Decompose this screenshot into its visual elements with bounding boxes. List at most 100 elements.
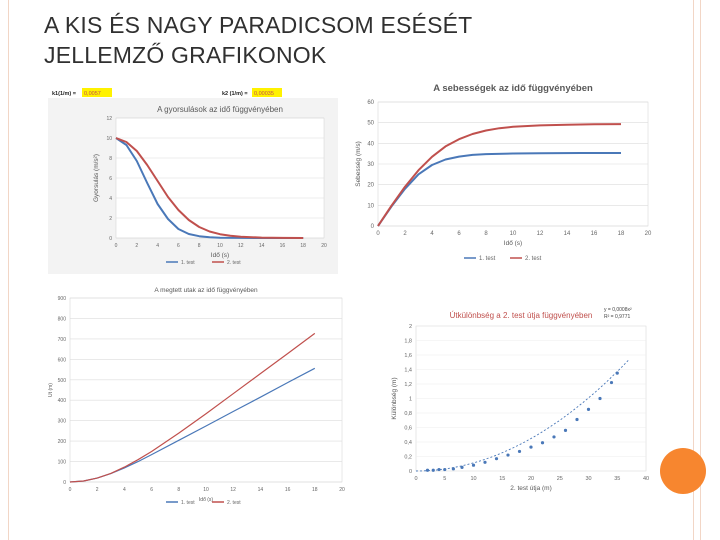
- data-point: [460, 465, 464, 469]
- y-axis-label: Út (m): [48, 383, 54, 397]
- y-tick-label: 0: [409, 469, 412, 475]
- trendline-equation: y = 0,0008x²: [604, 307, 632, 313]
- data-point: [425, 468, 430, 472]
- data-point: [506, 453, 510, 457]
- trendline: [415, 359, 630, 472]
- x-tick-label: 35: [614, 476, 620, 482]
- x-tick-label: 20: [645, 231, 652, 237]
- y-tick-label: 50: [367, 121, 374, 127]
- x-tick-label: 12: [238, 243, 244, 249]
- y-tick-label: 1: [409, 397, 412, 403]
- data-point: [431, 468, 435, 472]
- y-tick-label: 900: [58, 296, 67, 302]
- x-tick-label: 6: [150, 487, 153, 493]
- x-axis-label: Idő (s): [199, 497, 214, 503]
- x-tick-label: 18: [618, 231, 625, 237]
- data-point: [483, 460, 487, 464]
- velocity-chart-panel: 0 10 20 30 40 50 60 0 2 4 6 8 10 12 14 16 18 20 A sebesség…: [346, 78, 658, 270]
- trendline-r2: R² = 0,9771: [604, 314, 630, 320]
- y-tick-label: 10: [367, 203, 374, 209]
- param-highlight-2: [252, 88, 282, 97]
- y-tick-label: 1,2: [404, 382, 412, 388]
- drag-chart-panel: 0 0,2 0,4 0,6 0,8 1 1,2 1,4 1,6 1,8 2 0 5 10 15 20 25 30 3…: [382, 300, 660, 496]
- y-tick-label: 20: [367, 183, 374, 189]
- series-line-2: [115, 137, 304, 239]
- data-point: [563, 428, 568, 432]
- accent-circle: [660, 448, 706, 494]
- param-highlight-1: [82, 88, 112, 97]
- legend-label-1: 1. test: [479, 256, 496, 262]
- y-tick-label: 0,2: [404, 455, 412, 461]
- x-tick-label: 18: [300, 243, 306, 249]
- y-tick-label: 0,6: [404, 426, 412, 432]
- legend-label-1: 1. test: [181, 500, 195, 506]
- y-axis-label: Különbség (m): [391, 377, 398, 419]
- data-point: [437, 467, 441, 472]
- y-tick-label: 6: [109, 176, 112, 182]
- data-point: [615, 371, 619, 375]
- series-line-2: [69, 332, 316, 483]
- data-point: [443, 467, 447, 472]
- y-tick-label: 2: [409, 324, 412, 330]
- x-tick-label: 18: [312, 487, 318, 493]
- drag-chart: 00,20,40,60,811,21,41,61,820 5 10 15 20 25 30 3…: [382, 300, 660, 496]
- y-tick-label: 0: [63, 480, 66, 486]
- y-tick-label: 1,8: [404, 339, 412, 345]
- series-line-1: [377, 152, 621, 227]
- y-tick-label: 60: [367, 100, 374, 106]
- x-tick-label: 14: [259, 243, 265, 249]
- x-tick-label: 2: [403, 231, 407, 237]
- y-tick-label: 12: [106, 116, 112, 122]
- x-tick-label: 10: [203, 487, 209, 493]
- y-tick-label: 300: [58, 419, 67, 425]
- x-tick-label: 4: [430, 231, 434, 237]
- data-point: [609, 380, 614, 385]
- x-tick-label: 15: [499, 476, 505, 482]
- x-tick-label: 0: [69, 487, 72, 493]
- acceleration-chart: 0 2 4 6 8 10 12 0 2 4 6 8 10 12 14 16 18 20 A gyorsulások …: [48, 86, 338, 274]
- data-point: [494, 457, 499, 461]
- param-value-2: 0,00035: [254, 91, 274, 97]
- x-tick-label: 8: [177, 487, 180, 493]
- data-point: [586, 407, 591, 411]
- slide-left-rule: [8, 0, 9, 540]
- x-tick-label: 12: [230, 487, 236, 493]
- data-point: [575, 417, 579, 422]
- slide-title-line1: A KIS ÉS NAGY PARADICSOM ESÉSÉT: [44, 12, 473, 38]
- x-tick-label: 4: [123, 487, 126, 493]
- y-tick-label: 0: [371, 224, 375, 230]
- y-tick-label: 1,4: [404, 368, 412, 374]
- x-tick-label: 16: [285, 487, 291, 493]
- param-label-1: k1(1/m) =: [52, 91, 76, 97]
- x-tick-label: 30: [585, 476, 591, 482]
- plot-area: [69, 297, 343, 483]
- x-axis-label: 2. test útja (m): [510, 485, 552, 492]
- y-tick-label: 100: [58, 460, 67, 466]
- x-tick-label: 16: [591, 231, 598, 237]
- slide-title: A KIS ÉS NAGY PARADICSOM ESÉSÉT JELLEMZŐ…: [44, 10, 472, 70]
- y-tick-label: 8: [109, 156, 112, 162]
- y-tick-label: 30: [367, 162, 374, 168]
- series-line-2: [377, 123, 622, 227]
- data-point: [529, 445, 533, 449]
- x-tick-label: 10: [217, 243, 223, 249]
- velocity-chart: 0 10 20 30 40 50 60 0 2 4 6 8 10 12 14 16 18 20 A sebesség…: [346, 78, 658, 270]
- legend-label-2: 2. test: [227, 260, 241, 266]
- x-tick-label: 40: [643, 476, 649, 482]
- slide-title-line2: JELLEMZŐ GRAFIKONOK: [44, 42, 327, 68]
- x-tick-label: 12: [537, 231, 544, 237]
- x-tick-label: 2: [96, 487, 99, 493]
- x-tick-label: 8: [484, 231, 488, 237]
- y-tick-label: 40: [367, 141, 374, 147]
- data-point: [552, 435, 556, 439]
- x-tick-label: 0: [115, 243, 118, 249]
- y-tick-label: 4: [109, 196, 112, 202]
- chart-title: A gyorsulások az idő függvényében: [157, 105, 283, 114]
- x-tick-label: 0: [414, 476, 417, 482]
- x-tick-label: 2: [135, 243, 138, 249]
- y-tick-label: 700: [58, 337, 67, 343]
- x-tick-label: 20: [321, 243, 327, 249]
- x-tick-label: 8: [198, 243, 201, 249]
- legend-label-2: 2. test: [227, 500, 241, 506]
- x-tick-label: 4: [156, 243, 159, 249]
